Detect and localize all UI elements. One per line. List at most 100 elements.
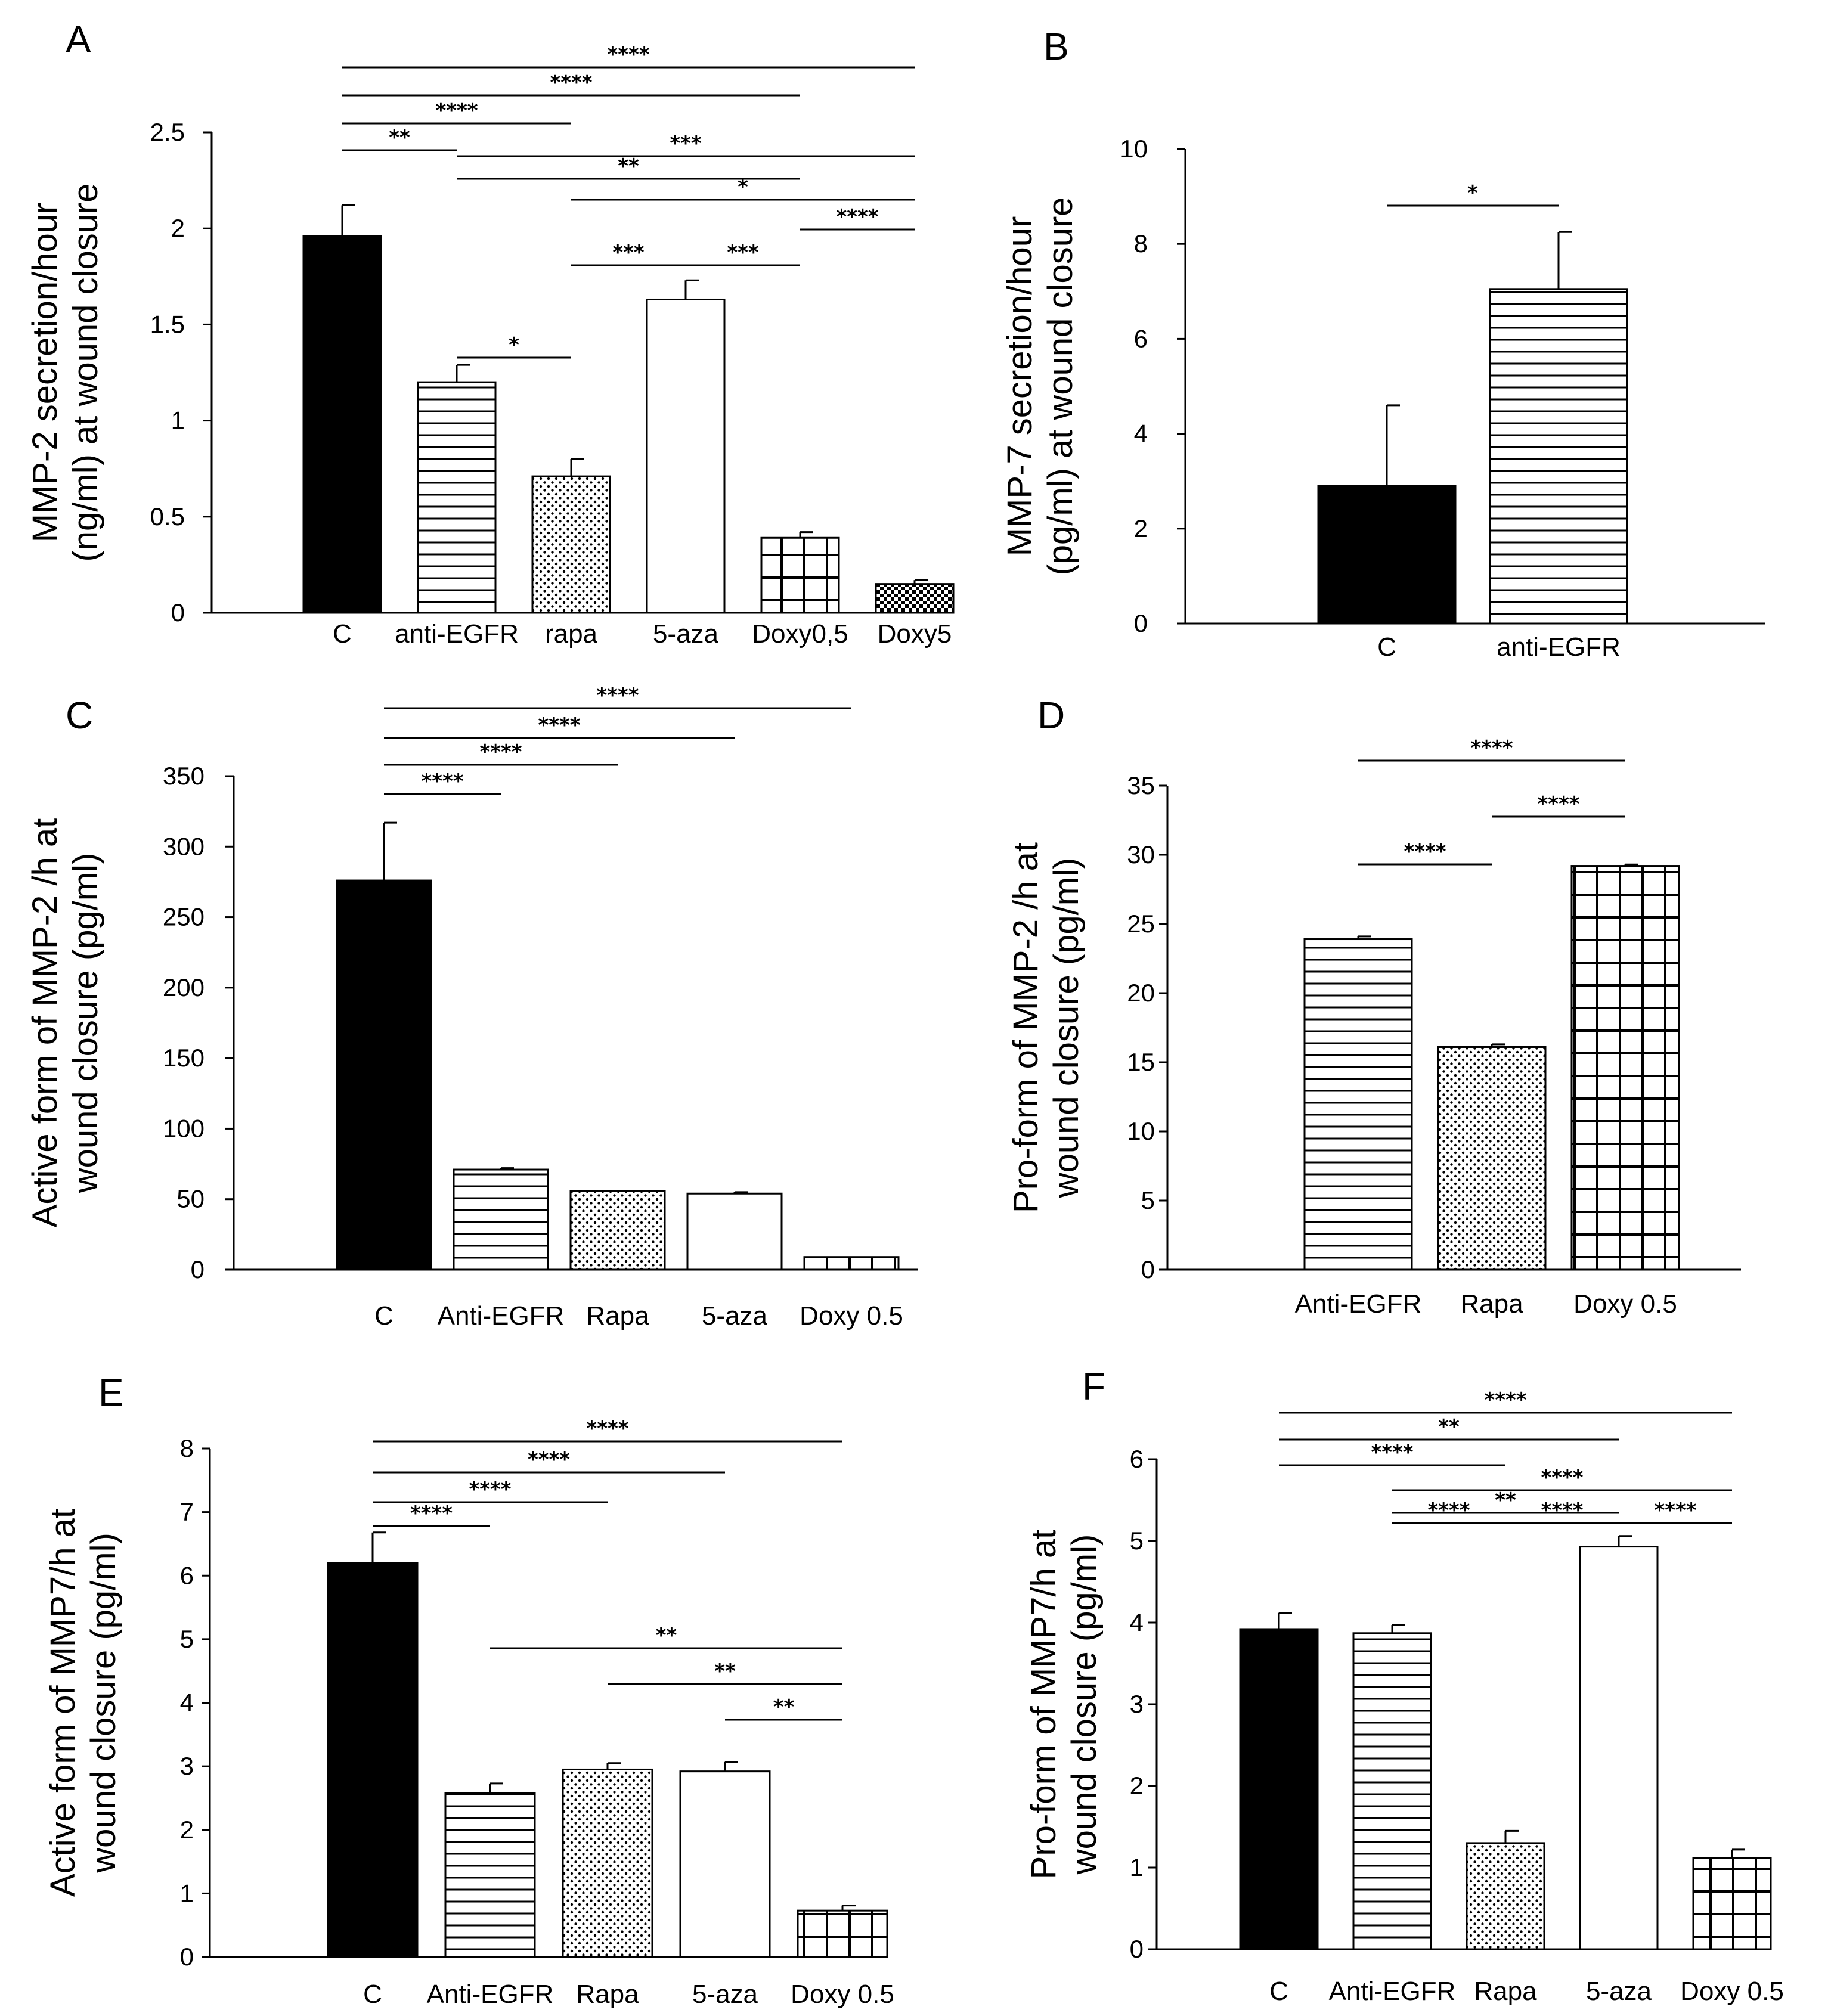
y-tick-label: 0 xyxy=(1130,1935,1144,1963)
bar-rapa xyxy=(1466,1842,1545,1950)
chart-panel-A: A 0 0.5 1 1.5 2 2.5 MMP-2 secretion/hour (ng/ml)… xyxy=(26,18,955,649)
significance-label: **** xyxy=(528,1448,570,1472)
y-axis-label: Pro-form of MMP7/h at xyxy=(1024,1530,1063,1879)
significance-label: *** xyxy=(727,241,759,265)
chart-panel-D: D 0 5 10 15 20 25 30 35 Pro-form of MMP-2 /h at wo… xyxy=(1006,694,1741,1319)
significance-label: * xyxy=(509,333,519,357)
y-tick-label: 2 xyxy=(171,214,185,242)
bar-c xyxy=(302,235,382,614)
bar-anti-egfr xyxy=(1303,938,1413,1271)
y-tick-label: 350 xyxy=(163,762,205,790)
y-tick-label: 2 xyxy=(180,1816,194,1844)
bar-c xyxy=(336,879,432,1271)
significance-label: *** xyxy=(670,132,702,156)
category-label: Anti-EGFR xyxy=(1329,1977,1456,2006)
significance-label: ** xyxy=(618,154,639,178)
y-tick-label: 2 xyxy=(1130,1772,1144,1800)
significance-label: * xyxy=(738,175,748,199)
y-tick-label: 15 xyxy=(1127,1048,1155,1076)
category-label: Anti-EGFR xyxy=(438,1301,565,1330)
bar-doxy-0-5 xyxy=(1570,865,1680,1271)
significance-label: *** xyxy=(612,241,645,265)
significance-label: **** xyxy=(421,770,463,793)
y-tick-label: 0 xyxy=(180,1943,194,1971)
bar-rapa xyxy=(562,1768,653,1958)
category-label: 5-aza xyxy=(702,1301,768,1330)
y-tick-label: 10 xyxy=(1120,135,1148,163)
y-tick-label: 100 xyxy=(163,1114,205,1142)
significance-label: **** xyxy=(1404,840,1446,864)
y-tick-label: 25 xyxy=(1127,910,1155,938)
y-tick-label: 4 xyxy=(180,1689,194,1717)
bar-c xyxy=(327,1562,419,1958)
chart-panel-B: B 0 2 4 6 8 10 MMP-7 secretion/hour (pg/ml) at w… xyxy=(1000,25,1765,662)
panel-label: C xyxy=(66,694,93,737)
significance-label: **** xyxy=(1541,1499,1583,1522)
y-tick-label: 10 xyxy=(1127,1117,1155,1145)
y-tick-label: 8 xyxy=(1134,229,1148,258)
significance-label: **** xyxy=(435,99,478,123)
bar-anti-egfr xyxy=(1352,1632,1432,1950)
y-tick-label: 20 xyxy=(1127,979,1155,1007)
y-tick-label: 3 xyxy=(180,1752,194,1780)
y-axis-label: (pg/ml) at wound closure xyxy=(1041,197,1080,575)
panel-label: E xyxy=(98,1371,124,1414)
category-label: anti-EGFR xyxy=(395,619,519,649)
y-tick-label: 35 xyxy=(1127,771,1155,799)
bar-doxy5 xyxy=(875,583,955,614)
y-tick-label: 5 xyxy=(1141,1186,1155,1214)
y-tick-label: 1.5 xyxy=(150,310,185,338)
y-tick-label: 6 xyxy=(1130,1445,1144,1473)
y-axis-label: wound closure (pg/ml) xyxy=(1047,858,1086,1199)
y-tick-label: 0 xyxy=(1134,609,1148,637)
significance-label: **** xyxy=(479,740,522,764)
y-axis-label: Active form of MMP7/h at xyxy=(44,1509,82,1897)
significance-label: ** xyxy=(1438,1415,1460,1439)
significance-label: **** xyxy=(1427,1499,1470,1522)
bar-c xyxy=(1317,485,1457,625)
bar-anti-egfr xyxy=(444,1792,536,1958)
bar-anti-egfr xyxy=(1489,288,1628,625)
y-axis-label: MMP-7 secretion/hour xyxy=(1000,216,1039,557)
y-tick-label: 7 xyxy=(180,1498,194,1526)
bar-rapa xyxy=(569,1190,666,1271)
bar-doxy-0-5 xyxy=(797,1909,888,1958)
chart-panel-C: C 0 50 100 150 200 250 300 350 Active form of MMP… xyxy=(26,684,918,1330)
y-axis-label: wound closure (pg/ml) xyxy=(1065,1534,1104,1875)
y-tick-label: 300 xyxy=(163,832,205,860)
significance-label: * xyxy=(1467,181,1478,205)
panel-label: B xyxy=(1043,25,1069,68)
category-label: 5-aza xyxy=(653,619,719,649)
y-tick-label: 3 xyxy=(1130,1690,1144,1718)
y-tick-label: 50 xyxy=(176,1185,205,1213)
significance-label: **** xyxy=(550,71,592,95)
y-axis-label: wound closure (pg/ml) xyxy=(84,1533,123,1874)
y-tick-label: 0 xyxy=(1141,1255,1155,1283)
category-label: 5-aza xyxy=(692,1980,758,2009)
category-label: Doxy 0.5 xyxy=(791,1980,894,2009)
bar-anti-egfr xyxy=(417,381,497,614)
y-tick-label: 250 xyxy=(163,903,205,931)
category-label: Doxy0,5 xyxy=(752,619,848,649)
significance-label: **** xyxy=(469,1478,511,1502)
significance-label: **** xyxy=(410,1502,453,1525)
significance-label: **** xyxy=(1541,1466,1583,1490)
significance-label: **** xyxy=(1470,736,1513,760)
category-label: Rapa xyxy=(1474,1977,1537,2006)
significance-label: **** xyxy=(1484,1388,1526,1412)
significance-label: **** xyxy=(1537,792,1579,816)
y-axis-label: Pro-form of MMP-2 /h at xyxy=(1006,842,1045,1213)
panel-label: F xyxy=(1082,1365,1105,1408)
chart-panel-F: F 0 1 2 3 4 5 6 Pro-form of MMP7/h at wound closu… xyxy=(1024,1365,1784,2006)
category-label: anti-EGFR xyxy=(1497,632,1621,662)
bar-rapa xyxy=(531,475,611,614)
y-tick-label: 5 xyxy=(180,1625,194,1653)
y-tick-label: 1 xyxy=(180,1879,194,1907)
y-tick-label: 150 xyxy=(163,1044,205,1072)
significance-label: **** xyxy=(607,43,649,67)
chart-panel-E: E 0 1 2 3 4 5 6 7 8 Active form of MMP7/h at wound … xyxy=(44,1371,894,2009)
y-tick-label: 2 xyxy=(1134,514,1148,542)
y-tick-label: 0 xyxy=(171,598,185,626)
y-tick-label: 1 xyxy=(1130,1853,1144,1881)
